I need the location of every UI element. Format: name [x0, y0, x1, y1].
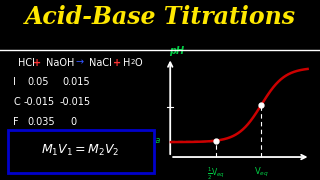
Text: I: I — [13, 77, 16, 87]
Text: NaCl: NaCl — [89, 58, 112, 68]
Text: HCl: HCl — [18, 58, 35, 68]
Text: +: + — [33, 58, 41, 68]
Text: NaOH: NaOH — [46, 58, 75, 68]
Text: pH: pH — [169, 46, 184, 56]
Text: -0.015: -0.015 — [59, 97, 90, 107]
Text: pka: pka — [145, 136, 160, 145]
Text: 0.05: 0.05 — [27, 77, 49, 87]
Text: O: O — [134, 58, 142, 68]
Text: Acid-Base Titrations: Acid-Base Titrations — [25, 5, 295, 29]
Text: 0.035: 0.035 — [27, 117, 55, 127]
Text: $M_1V_1 = M_2V_2$: $M_1V_1 = M_2V_2$ — [42, 143, 120, 158]
Text: 0.015: 0.015 — [62, 77, 90, 87]
Text: F: F — [13, 117, 19, 127]
Text: C: C — [13, 97, 20, 107]
Text: V$_{eq}$: V$_{eq}$ — [254, 166, 269, 179]
Text: 2: 2 — [131, 59, 135, 65]
Text: H: H — [123, 58, 131, 68]
Text: 0: 0 — [70, 117, 76, 127]
Text: $\frac{1}{2}$V$_{eq}$: $\frac{1}{2}$V$_{eq}$ — [207, 166, 225, 180]
Text: -0.015: -0.015 — [24, 97, 55, 107]
Text: +: + — [113, 58, 121, 68]
Text: →: → — [75, 58, 83, 68]
